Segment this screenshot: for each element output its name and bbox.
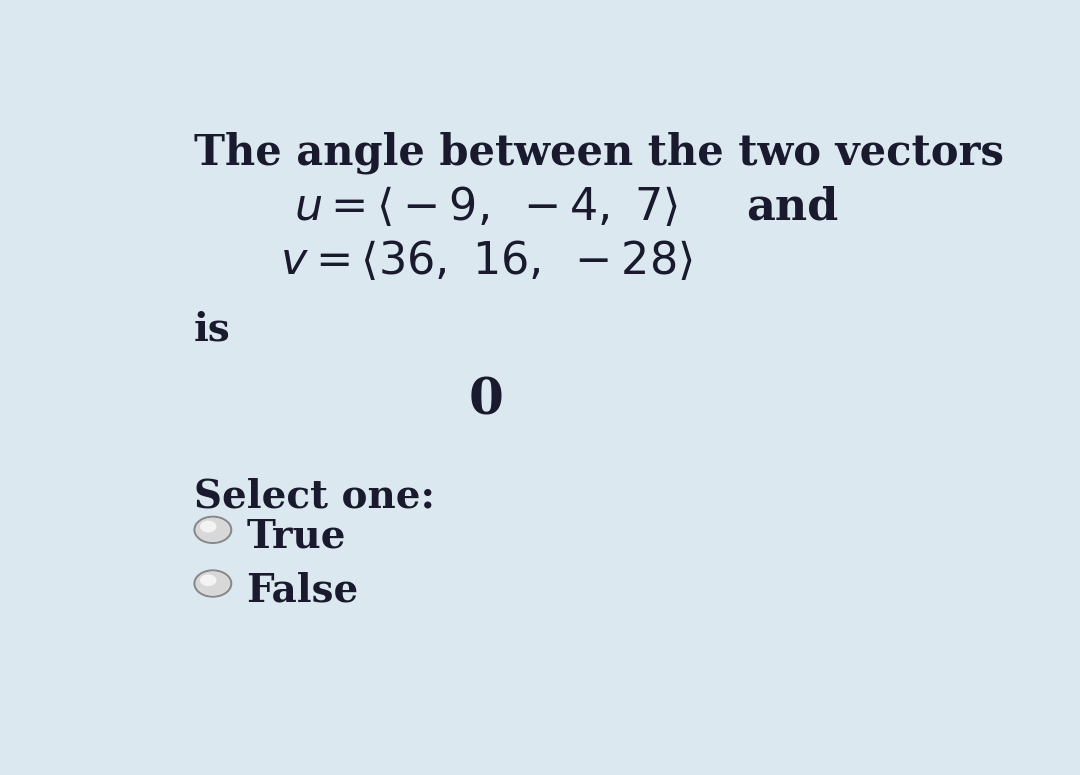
Text: False: False [246, 572, 359, 610]
Text: 0: 0 [469, 377, 504, 425]
Circle shape [195, 571, 230, 596]
Circle shape [200, 521, 216, 532]
Circle shape [195, 518, 230, 542]
Text: is: is [193, 311, 230, 349]
Circle shape [200, 574, 216, 586]
Text: $\mathit{v} = \langle 36,\ 16,\ -28\rangle$: $\mathit{v} = \langle 36,\ 16,\ -28\rang… [280, 239, 693, 283]
Text: $\mathit{u} = \langle -9,\ -4,\ 7\rangle$: $\mathit{u} = \langle -9,\ -4,\ 7\rangle… [295, 185, 678, 229]
Text: Select one:: Select one: [193, 478, 434, 516]
Text: The angle between the two vectors: The angle between the two vectors [193, 132, 1003, 174]
Text: True: True [246, 518, 346, 556]
Text: and: and [746, 185, 838, 229]
